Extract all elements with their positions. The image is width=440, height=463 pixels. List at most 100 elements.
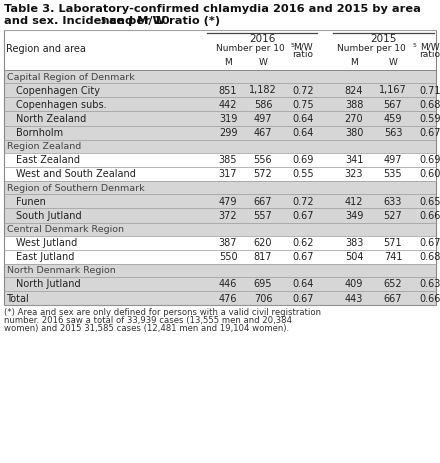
- Bar: [4, 30, 436, 70]
- Text: Region Zealand: Region Zealand: [7, 142, 81, 151]
- Text: 567: 567: [384, 100, 402, 110]
- Text: Bornholm: Bornholm: [16, 128, 63, 138]
- Text: 817: 817: [254, 252, 272, 263]
- Bar: [4, 70, 436, 83]
- Text: 667: 667: [254, 197, 272, 206]
- Text: 459: 459: [384, 114, 402, 124]
- Text: 550: 550: [219, 252, 237, 263]
- Text: Capital Region of Denmark: Capital Region of Denmark: [7, 73, 135, 81]
- Text: M/W: M/W: [420, 43, 440, 52]
- Text: 409: 409: [345, 280, 363, 289]
- Text: 385: 385: [219, 155, 237, 165]
- Text: 0.71: 0.71: [419, 86, 440, 95]
- Text: ratio: ratio: [419, 50, 440, 59]
- Text: (*) Area and sex are only defined for persons with a valid civil registration: (*) Area and sex are only defined for pe…: [4, 308, 321, 318]
- Text: 0.64: 0.64: [292, 128, 314, 138]
- Bar: [4, 112, 436, 125]
- Text: 741: 741: [384, 252, 402, 263]
- Text: W: W: [259, 58, 268, 67]
- Text: M: M: [350, 58, 358, 67]
- Text: 0.68: 0.68: [419, 252, 440, 263]
- Text: Central Denmark Region: Central Denmark Region: [7, 225, 124, 234]
- Text: 467: 467: [254, 128, 272, 138]
- Text: North Zealand: North Zealand: [16, 114, 86, 124]
- Text: 0.60: 0.60: [419, 169, 440, 180]
- Text: 0.55: 0.55: [292, 169, 314, 180]
- Text: 412: 412: [345, 197, 363, 206]
- Text: 504: 504: [345, 252, 363, 263]
- Bar: [4, 223, 436, 236]
- Bar: [4, 194, 436, 208]
- Text: 5: 5: [100, 17, 105, 25]
- Text: 372: 372: [219, 211, 237, 221]
- Text: 387: 387: [219, 238, 237, 248]
- Text: 556: 556: [254, 155, 272, 165]
- Text: 572: 572: [253, 169, 272, 180]
- Text: 442: 442: [219, 100, 237, 110]
- Bar: [4, 153, 436, 167]
- Text: 535: 535: [384, 169, 402, 180]
- Text: ratio: ratio: [293, 50, 313, 59]
- Text: 0.67: 0.67: [292, 294, 314, 304]
- Text: Funen: Funen: [16, 197, 46, 206]
- Text: 479: 479: [219, 197, 237, 206]
- Text: 706: 706: [254, 294, 272, 304]
- Text: 0.69: 0.69: [292, 155, 314, 165]
- Text: 0.64: 0.64: [292, 280, 314, 289]
- Text: West and South Zealand: West and South Zealand: [16, 169, 136, 180]
- Text: 319: 319: [219, 114, 237, 124]
- Bar: [4, 264, 436, 277]
- Bar: [4, 125, 436, 140]
- Text: 0.63: 0.63: [419, 280, 440, 289]
- Text: East Jutland: East Jutland: [16, 252, 74, 263]
- Bar: [4, 140, 436, 153]
- Text: and sex. Incidence per 10: and sex. Incidence per 10: [4, 16, 170, 26]
- Text: 0.67: 0.67: [419, 128, 440, 138]
- Text: 341: 341: [345, 155, 363, 165]
- Text: 0.64: 0.64: [292, 114, 314, 124]
- Text: 5: 5: [413, 43, 416, 48]
- Text: W: W: [389, 58, 397, 67]
- Text: M/W: M/W: [293, 43, 313, 52]
- Bar: [4, 181, 436, 194]
- Text: 2015: 2015: [370, 34, 397, 44]
- Text: 1,167: 1,167: [379, 86, 407, 95]
- Text: 323: 323: [345, 169, 363, 180]
- Text: 0.66: 0.66: [419, 211, 440, 221]
- Text: 824: 824: [345, 86, 363, 95]
- Text: East Zealand: East Zealand: [16, 155, 80, 165]
- Text: 527: 527: [384, 211, 402, 221]
- Text: Region and area: Region and area: [6, 44, 86, 54]
- Text: 652: 652: [384, 280, 402, 289]
- Bar: [4, 97, 436, 112]
- Text: 497: 497: [254, 114, 272, 124]
- Text: 0.62: 0.62: [292, 238, 314, 248]
- Text: 0.69: 0.69: [419, 155, 440, 165]
- Text: 388: 388: [345, 100, 363, 110]
- Text: number. 2016 saw a total of 33,939 cases (13,555 men and 20,384: number. 2016 saw a total of 33,939 cases…: [4, 316, 292, 325]
- Text: 695: 695: [254, 280, 272, 289]
- Text: 0.72: 0.72: [292, 197, 314, 206]
- Text: Copenhagen subs.: Copenhagen subs.: [16, 100, 106, 110]
- Bar: [4, 236, 436, 250]
- Text: 446: 446: [219, 280, 237, 289]
- Text: Number per 10: Number per 10: [337, 44, 406, 53]
- Text: 0.72: 0.72: [292, 86, 314, 95]
- Text: and M/W ratio (*): and M/W ratio (*): [105, 16, 220, 26]
- Text: Copenhagen City: Copenhagen City: [16, 86, 100, 95]
- Bar: [4, 291, 436, 306]
- Text: 497: 497: [384, 155, 402, 165]
- Bar: [4, 250, 436, 264]
- Bar: [4, 277, 436, 291]
- Text: Total: Total: [6, 294, 29, 304]
- Text: 380: 380: [345, 128, 363, 138]
- Text: North Denmark Region: North Denmark Region: [7, 267, 116, 275]
- Text: West Jutland: West Jutland: [16, 238, 77, 248]
- Text: 0.59: 0.59: [419, 114, 440, 124]
- Text: 2016: 2016: [249, 34, 275, 44]
- Text: 586: 586: [254, 100, 272, 110]
- Text: 0.65: 0.65: [419, 197, 440, 206]
- Text: 5: 5: [291, 43, 295, 48]
- Bar: [4, 208, 436, 223]
- Text: 0.67: 0.67: [292, 252, 314, 263]
